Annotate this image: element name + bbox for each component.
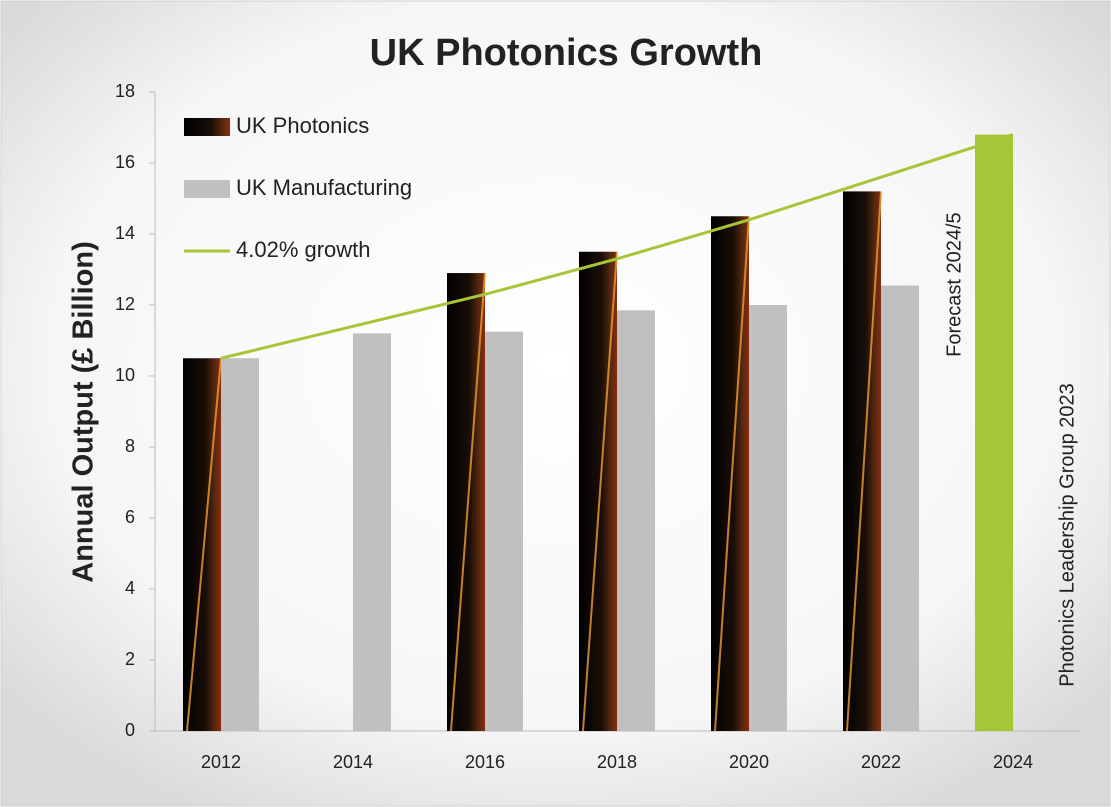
x-tick-label: 2014 — [333, 752, 373, 772]
y-tick-label: 8 — [125, 436, 135, 456]
bar-streak — [714, 216, 750, 732]
chart-title: UK Photonics Growth — [370, 32, 763, 74]
legend-label: UK Manufacturing — [236, 175, 412, 200]
x-tick-label: 2012 — [201, 752, 241, 772]
legend-label: 4.02% growth — [236, 237, 371, 262]
y-tick-label: 10 — [115, 365, 135, 385]
growth-line — [220, 133, 1014, 360]
y-axis-label: Annual Output (£ Billion) — [68, 241, 100, 583]
legend-label: UK Photonics — [236, 113, 369, 138]
bar-streak — [846, 191, 882, 732]
y-tick-label: 14 — [115, 223, 135, 243]
bar — [617, 310, 655, 731]
bar — [485, 331, 523, 731]
y-tick-label: 16 — [115, 152, 135, 172]
bar-streak — [186, 358, 222, 732]
y-tick-label: 2 — [125, 649, 135, 669]
bar — [975, 134, 1013, 732]
legend-swatch — [184, 118, 230, 136]
bar — [749, 305, 787, 731]
bar-streak — [582, 251, 618, 732]
legend-swatch — [184, 180, 230, 198]
x-tick-label: 2024 — [993, 752, 1033, 772]
y-tick-label: 4 — [125, 578, 135, 598]
bar — [353, 333, 391, 731]
bar — [881, 285, 919, 731]
y-tick-label: 12 — [115, 294, 135, 314]
bar — [221, 358, 259, 731]
annotation: Forecast 2024/5 — [943, 212, 965, 357]
x-tick-label: 2018 — [597, 752, 637, 772]
source: Photonics Leadership Group 2023 — [1056, 383, 1078, 687]
x-tick-label: 2022 — [861, 752, 901, 772]
x-tick-label: 2020 — [729, 752, 769, 772]
y-tick-label: 0 — [125, 720, 135, 740]
x-tick-label: 2016 — [465, 752, 505, 772]
bar-streak — [450, 272, 486, 732]
y-tick-label: 6 — [125, 507, 135, 527]
y-tick-label: 18 — [115, 81, 135, 101]
